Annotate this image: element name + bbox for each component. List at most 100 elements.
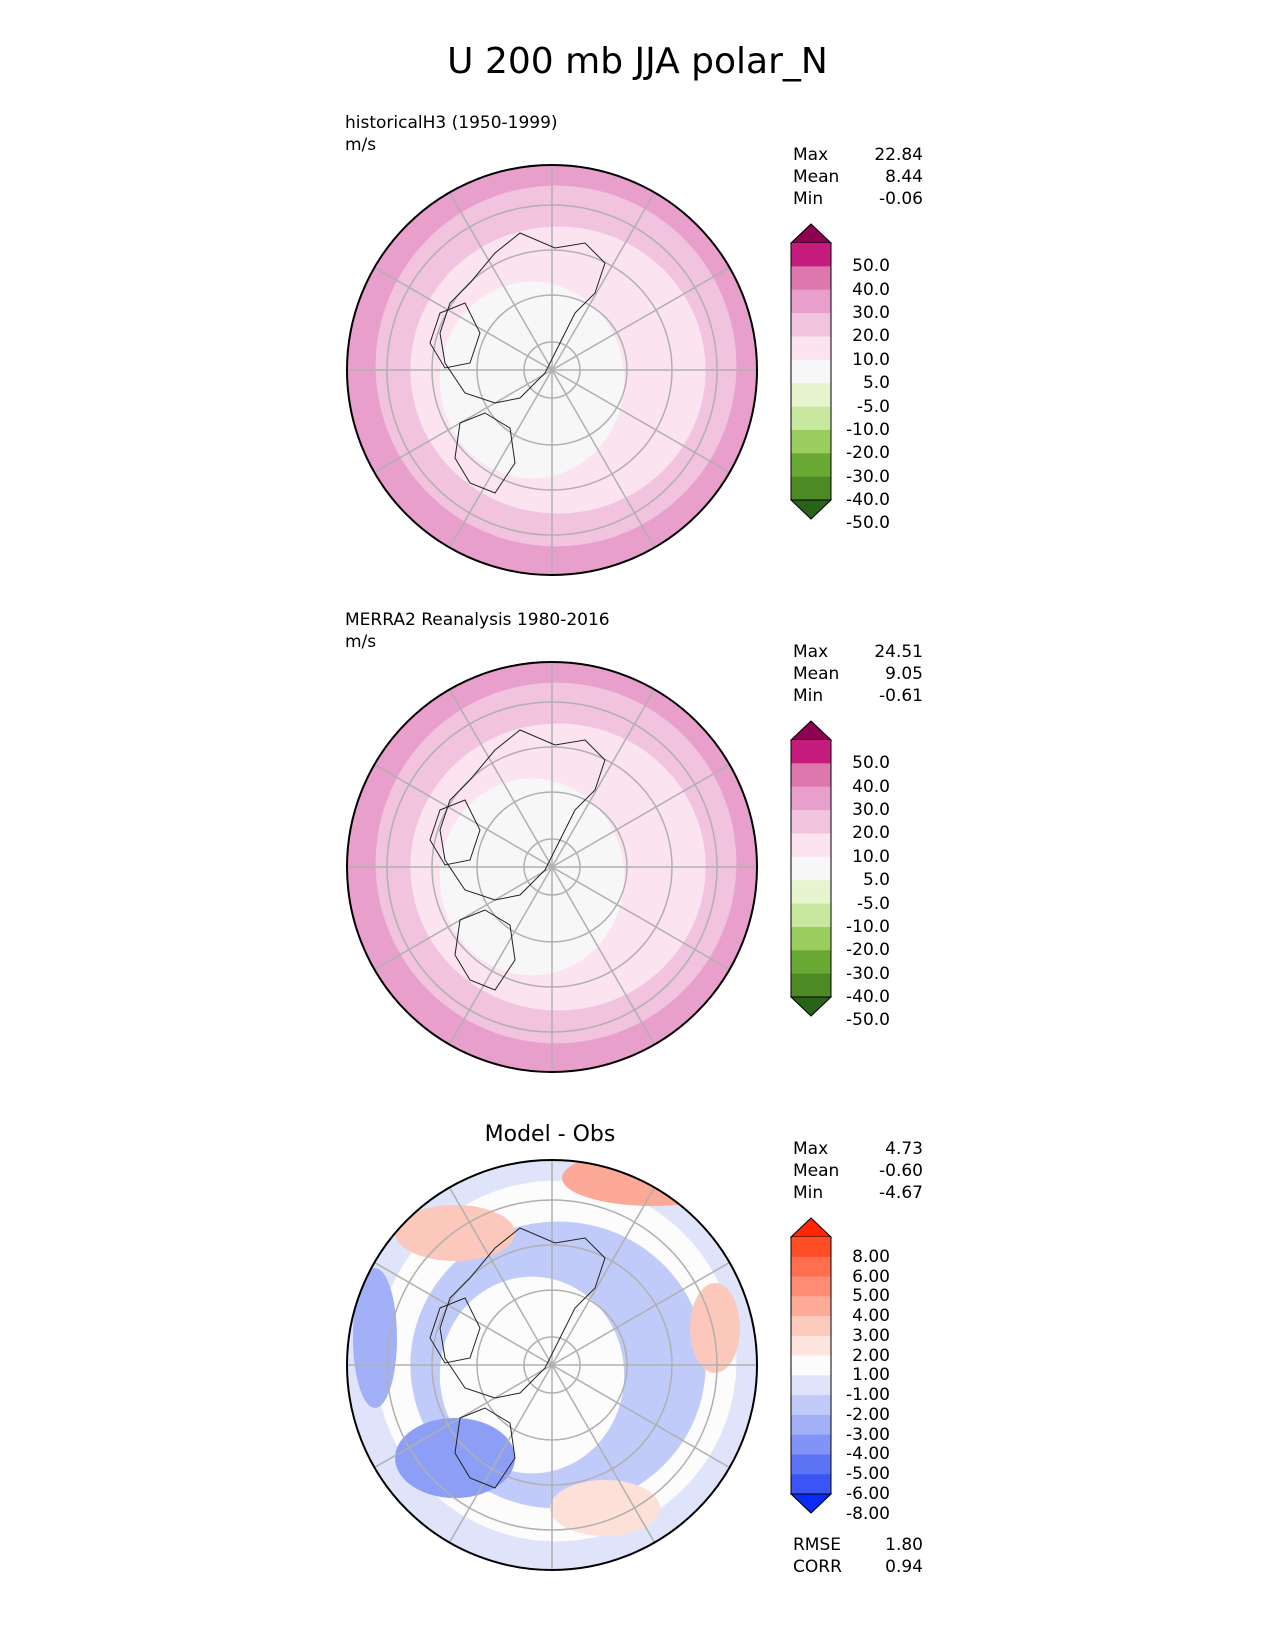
colorbar-bin — [791, 926, 831, 951]
colorbar-tick-label: 8.00 — [852, 1246, 890, 1267]
colorbar-extend-max — [790, 223, 833, 244]
coastlines — [429, 729, 606, 991]
diff-scores: RMSE 1.80 CORR 0.94 — [793, 1534, 923, 1578]
colorbar-bin — [791, 1237, 831, 1258]
colorbar-tick-label: 40.0 — [852, 776, 890, 797]
stat-min-value: -0.61 — [879, 686, 923, 706]
colorbar-bin — [791, 856, 831, 881]
colorbar-bin — [791, 1375, 831, 1396]
stat-mean-label: Mean — [793, 664, 840, 684]
stat-min-value: -4.67 — [879, 1183, 923, 1203]
colorbar-tick-label: -5.0 — [856, 893, 890, 914]
colorbar-bin — [791, 973, 831, 998]
colorbar-bin — [791, 810, 831, 834]
colorbar-diff-svg — [790, 1217, 833, 1514]
colorbar-tick-label: 2.00 — [852, 1345, 890, 1366]
corr-label: CORR — [793, 1557, 842, 1577]
map-field — [347, 165, 757, 575]
colorbar-bin — [791, 429, 831, 454]
colorbar-extend-min — [790, 1493, 833, 1514]
colorbar-tick-label: 40.0 — [852, 279, 890, 300]
coastlines — [429, 1227, 606, 1489]
colorbar-bin — [791, 1414, 831, 1436]
panel-title-diff: Model - Obs — [484, 1122, 616, 1147]
colorbar-bin — [791, 740, 831, 764]
stat-max-value: 22.84 — [874, 145, 923, 165]
colorbar-tick-label: 5.0 — [862, 373, 890, 394]
rmse-value: 1.80 — [885, 1535, 923, 1555]
colorbar-tick-label: -5.0 — [856, 396, 890, 417]
stat-max-label: Max — [793, 1139, 829, 1159]
colorbar-tick-label: -3.00 — [846, 1424, 890, 1445]
colorbar-bin — [791, 383, 831, 408]
colorbar-tick-label: -50.0 — [846, 513, 890, 534]
colorbar-tick-label: 10.0 — [852, 349, 890, 370]
anomaly-positive — [550, 1480, 660, 1536]
anomaly-negative — [353, 1268, 397, 1408]
colorbar-bin — [791, 266, 831, 291]
colorbar-bin — [791, 1395, 831, 1416]
colorbar-tick-label: -1.00 — [846, 1385, 890, 1406]
stats-model: Max 22.84 Mean 8.44 Min -0.06 — [793, 144, 923, 210]
colorbar-model — [790, 223, 835, 520]
colorbar-outline — [790, 243, 832, 500]
colorbar-bin — [791, 763, 831, 788]
colorbar-bin — [791, 406, 831, 431]
stat-min-label: Min — [793, 189, 824, 209]
colorbar-bin — [791, 289, 831, 314]
colorbar-bin — [791, 950, 831, 975]
colorbar-bin — [791, 1474, 831, 1495]
colorbar-bin — [791, 1316, 831, 1337]
colorbar-tick-label: -5.00 — [846, 1464, 890, 1485]
colorbar-bin — [791, 243, 831, 267]
colorbar-bin — [791, 833, 831, 858]
colorbar-tick-label: 5.0 — [862, 870, 890, 891]
colorbar-tick-label: -20.0 — [846, 940, 890, 961]
meridian-line — [374, 763, 730, 971]
polar-map-model — [345, 163, 760, 582]
polar-map-model-svg — [346, 164, 758, 576]
meridian-line — [374, 266, 730, 474]
main-title: U 200 mb JJA polar_N — [447, 41, 828, 82]
rmse-label: RMSE — [793, 1535, 842, 1555]
stat-max-label: Max — [793, 642, 829, 662]
colorbar-outline — [790, 1237, 832, 1494]
colorbar-bin — [791, 336, 831, 361]
colorbar-tick-label: -20.0 — [846, 443, 890, 464]
colorbar-tick-label: -10.0 — [846, 916, 890, 937]
colorbar-tick-label: 4.00 — [852, 1306, 890, 1327]
stat-mean-label: Mean — [793, 1161, 840, 1181]
colorbar-tick-label: -2.00 — [846, 1404, 890, 1425]
stat-mean-label: Mean — [793, 167, 840, 187]
coastline-greenland — [429, 302, 481, 369]
anomaly-negative — [395, 1418, 515, 1498]
colorbar-obs-svg — [790, 720, 833, 1017]
colorbar-tick-label: 10.0 — [852, 846, 890, 867]
colorbar-bin — [791, 1355, 831, 1376]
colorbar-tick-label: -30.0 — [846, 466, 890, 487]
colorbar-tick-label: -4.00 — [846, 1444, 890, 1465]
colorbar-tick-label: 1.00 — [852, 1365, 890, 1386]
stat-min-label: Min — [793, 1183, 824, 1203]
stat-min-label: Min — [793, 686, 824, 706]
colorbar-tick-label: -40.0 — [846, 490, 890, 510]
colorbar-extend-max — [790, 720, 833, 741]
colorbar-bin — [791, 1256, 831, 1278]
anomaly-positive — [395, 1205, 515, 1261]
map-boundary — [346, 661, 758, 1073]
polar-map-obs — [345, 660, 760, 1079]
stats-diff: Max 4.73 Mean -0.60 Min -4.67 — [793, 1138, 923, 1204]
coastline-europe — [454, 412, 516, 494]
field-core — [439, 281, 625, 479]
coastline-asia — [439, 232, 606, 404]
stat-max-label: Max — [793, 145, 829, 165]
coastline-asia — [439, 729, 606, 901]
graticule — [347, 165, 757, 575]
colorbar-extend-min — [790, 499, 833, 520]
colorbar-tick-label: 5.00 — [852, 1286, 890, 1307]
stat-max-value: 4.73 — [885, 1139, 923, 1159]
anomaly-positive — [690, 1283, 740, 1373]
colorbar-tick-label: -50.0 — [846, 1010, 890, 1031]
colorbar-tick-label: 30.0 — [852, 800, 890, 821]
polar-map-diff — [345, 1158, 760, 1577]
